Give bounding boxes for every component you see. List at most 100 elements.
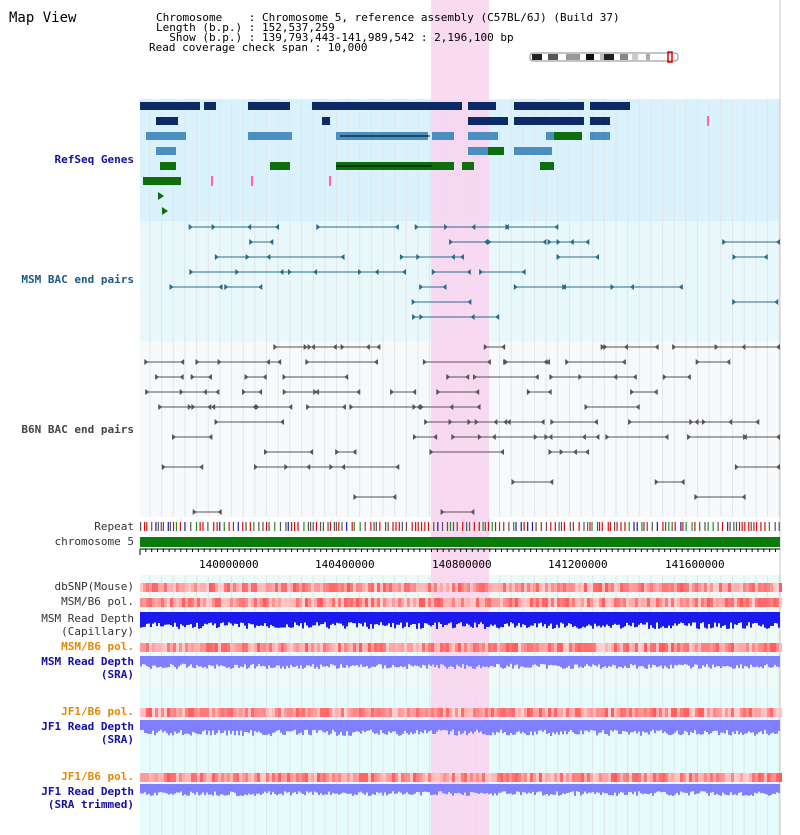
- track-label-dbsnp[interactable]: dbSNP(Mouse): [54, 580, 134, 593]
- track-label-msm-depth-cap-sub: (Capillary): [61, 625, 134, 638]
- read-depth-bar: [184, 612, 186, 628]
- read-depth-bar: [658, 612, 660, 629]
- read-depth-bar: [290, 720, 292, 732]
- polymorphism-strip: [317, 708, 320, 717]
- polymorphism-strip: [521, 773, 524, 782]
- read-depth-bar: [728, 612, 730, 629]
- track-label-refseq[interactable]: RefSeq Genes: [54, 153, 134, 166]
- polymorphism-strip: [671, 643, 674, 652]
- polymorphism-strip: [518, 583, 521, 592]
- track-label-msm-b6-pol-1[interactable]: MSM/B6 pol.: [61, 595, 134, 608]
- polymorphism-strip: [182, 598, 185, 607]
- read-depth-bar: [240, 656, 242, 667]
- read-depth-bar: [718, 784, 720, 796]
- polymorphism-strip: [497, 773, 500, 782]
- track-label-jf1-depth-sra[interactable]: JF1 Read Depth: [41, 720, 134, 733]
- polymorphism-strip: [248, 643, 251, 652]
- polymorphism-strip: [437, 583, 440, 592]
- track-label-chromosome[interactable]: chromosome 5: [54, 535, 134, 548]
- track-label-msm-depth-cap[interactable]: MSM Read Depth: [41, 612, 134, 625]
- read-depth-bar: [552, 720, 554, 733]
- polymorphism-strip: [689, 598, 692, 607]
- polymorphism-strip: [701, 708, 704, 717]
- read-depth-bar: [184, 784, 186, 795]
- repeat-feature: [262, 522, 264, 531]
- read-depth-bar: [168, 656, 170, 668]
- read-depth-bar: [276, 720, 278, 731]
- read-depth-bar: [734, 612, 736, 625]
- read-depth-bar: [616, 784, 618, 796]
- axis-tick-label: 140000000: [199, 558, 259, 571]
- b6n-bac-pair: [433, 434, 438, 440]
- read-depth-bar: [158, 720, 160, 732]
- track-label-jf1-b6-pol-1[interactable]: JF1/B6 pol.: [61, 705, 134, 718]
- repeat-feature: [755, 522, 758, 531]
- polymorphism-strip: [296, 708, 299, 717]
- read-depth-bar: [758, 656, 760, 668]
- track-label-repeat[interactable]: Repeat: [94, 520, 134, 533]
- track-label-msm-bac[interactable]: MSM BAC end pairs: [21, 273, 134, 286]
- polymorphism-strip: [434, 708, 437, 717]
- read-depth-bar: [320, 612, 322, 625]
- read-depth-bar: [148, 656, 150, 668]
- read-depth-bar: [672, 656, 674, 669]
- polymorphism-strip: [146, 583, 149, 592]
- read-depth-bar: [180, 612, 182, 625]
- read-depth-bar: [756, 784, 758, 794]
- polymorphism-strip: [695, 583, 698, 592]
- polymorphism-strip: [473, 708, 476, 717]
- polymorphism-strip: [398, 643, 401, 652]
- polymorphism-strip: [347, 583, 350, 592]
- track-label-b6n-bac[interactable]: B6N BAC end pairs: [21, 423, 134, 436]
- read-depth-bar: [684, 656, 686, 664]
- polymorphism-strip: [311, 583, 314, 592]
- read-depth-bar: [596, 656, 598, 667]
- repeat-feature: [744, 522, 746, 531]
- read-depth-bar: [196, 784, 198, 793]
- polymorphism-strip: [425, 598, 428, 607]
- polymorphism-strip: [206, 598, 209, 607]
- b6n-bac-pair: [258, 389, 263, 395]
- ideogram-band: [632, 54, 638, 60]
- read-depth-bar: [334, 656, 336, 666]
- polymorphism-strip: [449, 773, 452, 782]
- polymorphism-strip: [152, 598, 155, 607]
- read-depth-bar: [280, 612, 282, 628]
- polymorphism-strip: [551, 643, 554, 652]
- read-depth-bar: [394, 784, 396, 794]
- read-depth-bar: [412, 656, 414, 667]
- polymorphism-strip: [566, 773, 569, 782]
- read-depth-bar: [230, 720, 232, 735]
- polymorphism-strip: [224, 598, 227, 607]
- read-depth-bar: [204, 784, 206, 796]
- polymorphism-strip: [311, 773, 314, 782]
- polymorphism-strip: [500, 708, 503, 717]
- repeat-feature: [249, 522, 251, 531]
- track-label-jf1-depth-trim[interactable]: JF1 Read Depth: [41, 785, 134, 798]
- repeat-feature: [219, 522, 221, 531]
- polymorphism-strip: [173, 773, 176, 782]
- read-depth-bar: [224, 784, 226, 796]
- polymorphism-strip: [167, 598, 170, 607]
- polymorphism-strip: [260, 643, 263, 652]
- polymorphism-strip: [719, 773, 722, 782]
- polymorphism-strip: [158, 773, 161, 782]
- read-depth-bar: [726, 656, 728, 666]
- read-depth-bar: [240, 720, 242, 731]
- polymorphism-strip: [596, 773, 599, 782]
- polymorphism-strip: [290, 708, 293, 717]
- msm-bac-pair: [521, 269, 526, 275]
- polymorphism-strip: [491, 773, 494, 782]
- polymorphism-strip: [413, 773, 416, 782]
- track-label-msm-depth-sra[interactable]: MSM Read Depth: [41, 655, 134, 668]
- read-depth-bar: [392, 784, 394, 792]
- polymorphism-strip: [383, 708, 386, 717]
- read-depth-bar: [572, 720, 574, 733]
- polymorphism-strip: [251, 773, 254, 782]
- read-depth-bar: [754, 612, 756, 623]
- read-depth-bar: [510, 784, 512, 794]
- track-label-jf1-b6-pol-2[interactable]: JF1/B6 pol.: [61, 770, 134, 783]
- polymorphism-strip: [746, 708, 749, 717]
- track-label-msm-b6-pol-2[interactable]: MSM/B6 pol.: [61, 640, 134, 653]
- polymorphism-strip: [599, 773, 602, 782]
